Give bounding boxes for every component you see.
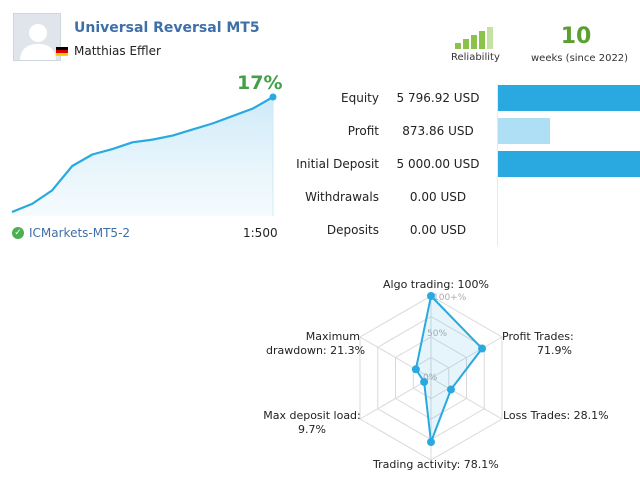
server-row: ✓ ICMarkets-MT5-2 — [12, 226, 130, 240]
reliability-bar — [463, 39, 469, 49]
stat-bar — [498, 151, 640, 177]
stat-value: 5 000.00 USD — [396, 157, 480, 171]
leverage: 1:500 — [243, 226, 278, 240]
radar-spoke — [430, 336, 503, 379]
avatar[interactable] — [13, 13, 61, 61]
check-icon: ✓ — [12, 227, 24, 239]
radar-axis-label-line: Algo trading: 100% — [383, 278, 490, 291]
radar-axis-label-line: Trading activity: 78.1% — [373, 458, 499, 471]
radar-chart: 0% 50% 100+% — [359, 292, 503, 461]
radar-axis-label: Profit Trades: 71.9% — [502, 330, 574, 358]
radar-point[interactable] — [427, 438, 435, 447]
user-silhouette-icon — [14, 14, 60, 60]
signal-title[interactable]: Universal Reversal MT5 — [74, 20, 260, 36]
author-name[interactable]: Matthias Effler — [74, 44, 161, 58]
radar-point[interactable] — [411, 365, 420, 374]
stat-label: Initial Deposit — [296, 157, 379, 171]
server-name[interactable]: ICMarkets-MT5-2 — [29, 226, 131, 240]
stat-label: Profit — [347, 124, 379, 138]
stat-label: Deposits — [326, 223, 379, 237]
germany-flag-icon — [56, 46, 68, 56]
stat-bar — [498, 85, 640, 111]
radar-axis-label-line: Max deposit load: — [263, 409, 361, 422]
stat-value: 0.00 USD — [409, 190, 467, 204]
stat-label: Withdrawals — [305, 190, 379, 204]
radar-axis-label-line: 71.9% — [537, 344, 572, 357]
reliability-bars-icon — [455, 27, 493, 49]
radar-axis-label-line: drawdown: 21.3% — [266, 344, 366, 357]
author-row: Matthias Effler — [56, 44, 161, 58]
reliability-label: Reliability — [451, 52, 500, 63]
growth-area — [12, 97, 273, 216]
radar-axis-label-line: 9.7% — [298, 423, 326, 436]
radar-axis-label: Max deposit load: 9.7% — [262, 409, 362, 437]
radar-point[interactable] — [478, 344, 487, 353]
growth-chart — [11, 93, 277, 216]
radar-axis-label-line: Loss Trades: 28.1% — [503, 409, 609, 422]
radar-spoke — [359, 377, 432, 420]
stat-value: 5 796.92 USD — [396, 91, 480, 105]
radar-point[interactable] — [446, 385, 455, 394]
growth-line — [11, 96, 274, 214]
stat-label: Equity — [341, 91, 379, 105]
radar-axis-label: Loss Trades: 28.1% — [503, 409, 609, 423]
radar-point[interactable] — [420, 377, 429, 386]
radar-grid-label: 100+% — [433, 293, 467, 303]
radar-spoke — [430, 377, 503, 420]
radar-grid-label: 50% — [427, 329, 447, 339]
growth-end-point[interactable] — [269, 93, 277, 101]
weeks-count: 10 — [560, 24, 592, 49]
stat-value: 0.00 USD — [409, 223, 467, 237]
radar-point[interactable] — [427, 292, 435, 300]
reliability-bar — [479, 31, 485, 49]
reliability-bar — [455, 43, 461, 49]
radar-axis-label-line: Maximum — [305, 330, 360, 343]
radar-axis-label: Trading activity: 78.1% — [373, 458, 499, 472]
radar-axis-label: Algo trading: 100% — [383, 278, 489, 292]
radar-axis-label-line: Profit Trades: — [502, 330, 574, 343]
radar-axis-label: Maximum drawdown: 21.3% — [266, 330, 366, 358]
growth-percent: 17% — [237, 72, 283, 94]
stat-bar — [498, 118, 550, 144]
reliability-bar — [487, 27, 493, 49]
stat-value: 873.86 USD — [402, 124, 474, 138]
weeks-label: weeks (since 2022) — [531, 53, 629, 64]
reliability-bar — [471, 35, 477, 49]
radar-grid-label: 0% — [423, 373, 438, 383]
stats-axis — [497, 84, 498, 246]
radar-series — [414, 293, 484, 443]
